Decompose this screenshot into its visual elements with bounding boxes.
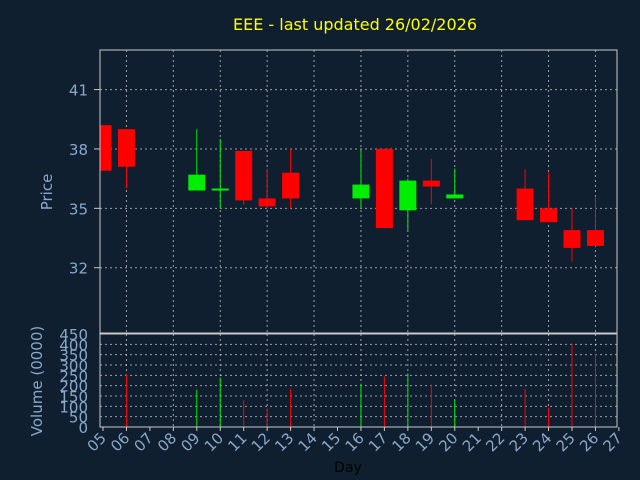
candle-09 xyxy=(188,129,206,191)
volume-tick-label: 350 xyxy=(59,347,88,365)
volume-tick-label: 400 xyxy=(59,336,88,354)
day-tick-label: 21 xyxy=(459,429,485,455)
volume-axis-label: Volume (0000) xyxy=(28,326,46,436)
day-tick-label: 25 xyxy=(553,429,579,455)
candle-body xyxy=(563,230,581,248)
candle-body xyxy=(516,188,534,221)
candle-body xyxy=(282,172,300,199)
volume-tick-label: 150 xyxy=(59,388,88,406)
volume-tick-label: 100 xyxy=(59,398,88,416)
candle-10 xyxy=(211,139,229,209)
day-ticks: 0506070809101112131415161718192021222324… xyxy=(84,427,626,455)
candle-body xyxy=(100,125,112,171)
candle-24 xyxy=(540,172,558,223)
candle-05 xyxy=(100,125,112,171)
day-tick-label: 07 xyxy=(130,429,156,455)
volume-frame xyxy=(99,333,618,428)
price-panel: 32 35 38 41 Price xyxy=(38,49,618,334)
volume-tick-label: 250 xyxy=(59,367,88,385)
day-tick-label: 16 xyxy=(342,429,368,455)
candle-25 xyxy=(563,208,581,262)
candle-17 xyxy=(375,148,393,229)
day-tick-label: 22 xyxy=(482,429,508,455)
candle-body xyxy=(117,129,135,167)
day-tick-label: 06 xyxy=(107,429,133,455)
price-tick-label: 38 xyxy=(69,141,88,159)
candle-body xyxy=(422,180,440,187)
price-axis-label: Price xyxy=(38,174,56,211)
candle-18 xyxy=(399,178,417,231)
chart-title: EEE - last updated 26/02/2026 xyxy=(233,15,477,34)
day-tick-label: 24 xyxy=(529,429,555,455)
day-tick-label: 15 xyxy=(318,429,344,455)
candle-26 xyxy=(586,196,604,246)
candle-body xyxy=(375,148,393,229)
price-candles xyxy=(100,125,604,262)
price-tick-label: 35 xyxy=(69,200,88,218)
candle-body xyxy=(399,180,417,211)
candle-16 xyxy=(352,148,370,209)
candle-19 xyxy=(422,158,440,205)
candle-body xyxy=(211,188,229,191)
candle-body xyxy=(258,198,276,207)
candle-11 xyxy=(235,150,253,205)
day-tick-label: 14 xyxy=(295,429,321,455)
day-tick-label: 20 xyxy=(435,429,461,455)
x-axis-label: Day xyxy=(334,460,362,476)
candle-body xyxy=(188,174,206,191)
price-frame xyxy=(99,49,618,334)
price-tick-label: 32 xyxy=(69,260,88,278)
day-tick-label: 26 xyxy=(576,429,602,455)
candle-23 xyxy=(516,168,534,221)
volume-tick-label: 450 xyxy=(59,326,88,344)
day-tick-label: 08 xyxy=(154,429,180,455)
candle-12 xyxy=(258,168,276,209)
day-tick-label: 18 xyxy=(388,429,414,455)
candle-06 xyxy=(117,129,135,189)
candle-body xyxy=(446,194,464,199)
candle-13 xyxy=(282,148,300,209)
day-tick-label: 17 xyxy=(365,429,391,455)
candle-body xyxy=(586,230,604,246)
candle-body xyxy=(540,208,558,223)
volume-tick-label: 0 xyxy=(78,419,88,437)
volume-tick-label: 200 xyxy=(59,378,88,396)
price-tick-label: 41 xyxy=(69,82,88,100)
day-tick-label: 27 xyxy=(599,429,625,455)
candle-20 xyxy=(446,168,464,199)
day-tick-label: 19 xyxy=(412,429,438,455)
day-tick-label: 09 xyxy=(177,429,203,455)
volume-bars xyxy=(125,343,596,427)
volume-grid xyxy=(100,333,617,428)
volume-tick-label: 300 xyxy=(59,357,88,375)
day-tick-label: 13 xyxy=(271,429,297,455)
candle-body xyxy=(235,150,253,201)
day-tick-label: 11 xyxy=(224,429,250,455)
day-tick-label: 12 xyxy=(248,429,274,455)
candle-body xyxy=(352,184,370,199)
day-tick-label: 10 xyxy=(201,429,227,455)
day-tick-label: 23 xyxy=(506,429,532,455)
price-yticks: 32 35 38 41 xyxy=(69,82,100,278)
volume-tick-label: 50 xyxy=(69,409,88,427)
